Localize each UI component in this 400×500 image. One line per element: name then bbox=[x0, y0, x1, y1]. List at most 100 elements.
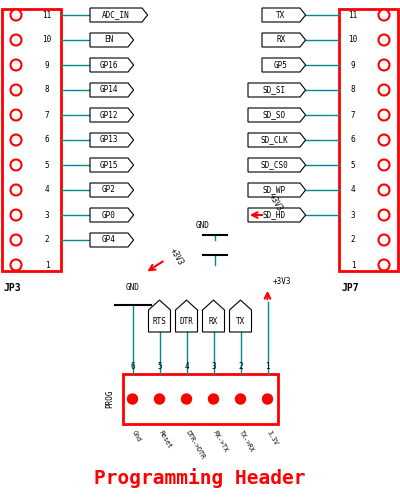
Circle shape bbox=[378, 134, 390, 145]
Circle shape bbox=[208, 394, 218, 404]
Polygon shape bbox=[248, 108, 306, 122]
Circle shape bbox=[378, 10, 390, 20]
Circle shape bbox=[262, 394, 272, 404]
Text: DTR: DTR bbox=[180, 316, 194, 326]
Text: RX: RX bbox=[209, 316, 218, 326]
Polygon shape bbox=[90, 158, 134, 172]
Bar bbox=[122, 374, 278, 424]
Circle shape bbox=[378, 210, 390, 220]
Circle shape bbox=[10, 110, 22, 120]
Text: 1: 1 bbox=[265, 362, 270, 371]
Text: RTS: RTS bbox=[152, 316, 166, 326]
Text: TX->RX: TX->RX bbox=[238, 429, 256, 453]
Text: 10: 10 bbox=[42, 36, 52, 44]
Circle shape bbox=[10, 160, 22, 170]
Text: 4: 4 bbox=[184, 362, 189, 371]
Polygon shape bbox=[90, 233, 134, 247]
Text: +3V3: +3V3 bbox=[267, 192, 284, 214]
Text: 5: 5 bbox=[157, 362, 162, 371]
Polygon shape bbox=[230, 300, 252, 332]
Polygon shape bbox=[90, 33, 134, 47]
Text: Reset: Reset bbox=[157, 429, 172, 450]
Text: 2: 2 bbox=[238, 362, 243, 371]
Circle shape bbox=[378, 60, 390, 70]
Text: JP3: JP3 bbox=[4, 283, 22, 293]
Polygon shape bbox=[248, 133, 306, 147]
Text: ADC_IN: ADC_IN bbox=[102, 10, 130, 20]
Text: GP12: GP12 bbox=[100, 110, 118, 120]
Polygon shape bbox=[202, 300, 224, 332]
Circle shape bbox=[128, 394, 138, 404]
Circle shape bbox=[378, 110, 390, 120]
Circle shape bbox=[378, 234, 390, 246]
Text: SD_SI: SD_SI bbox=[262, 86, 286, 94]
Text: SD_CLK: SD_CLK bbox=[260, 136, 288, 144]
Circle shape bbox=[10, 60, 22, 70]
Text: TX: TX bbox=[236, 316, 245, 326]
Text: JP7: JP7 bbox=[341, 283, 359, 293]
Circle shape bbox=[10, 10, 22, 20]
Polygon shape bbox=[90, 8, 148, 22]
Polygon shape bbox=[262, 8, 306, 22]
Text: 3.3V: 3.3V bbox=[265, 429, 278, 446]
Text: 6: 6 bbox=[45, 136, 49, 144]
Text: GP15: GP15 bbox=[100, 160, 118, 170]
Text: 6: 6 bbox=[130, 362, 135, 371]
Text: 11: 11 bbox=[348, 10, 358, 20]
Text: 5: 5 bbox=[45, 160, 49, 170]
Polygon shape bbox=[90, 58, 134, 72]
Circle shape bbox=[10, 184, 22, 196]
Text: DTR->DTR: DTR->DTR bbox=[184, 429, 206, 460]
Text: 9: 9 bbox=[351, 60, 355, 70]
Polygon shape bbox=[262, 58, 306, 72]
Polygon shape bbox=[248, 208, 306, 222]
Circle shape bbox=[10, 210, 22, 220]
Text: SD_HD: SD_HD bbox=[262, 210, 286, 220]
Text: +3V3: +3V3 bbox=[272, 278, 291, 286]
Text: 3: 3 bbox=[351, 210, 355, 220]
Circle shape bbox=[378, 184, 390, 196]
Text: GP0: GP0 bbox=[102, 210, 116, 220]
Circle shape bbox=[378, 260, 390, 270]
Text: +3V3: +3V3 bbox=[168, 246, 185, 268]
Text: 1: 1 bbox=[351, 260, 355, 270]
Text: GP13: GP13 bbox=[100, 136, 118, 144]
Text: 6: 6 bbox=[351, 136, 355, 144]
Circle shape bbox=[10, 260, 22, 270]
Text: 8: 8 bbox=[45, 86, 49, 94]
Circle shape bbox=[378, 160, 390, 170]
Text: TX: TX bbox=[276, 10, 286, 20]
Text: GP16: GP16 bbox=[100, 60, 118, 70]
Text: 5: 5 bbox=[351, 160, 355, 170]
Text: GP14: GP14 bbox=[100, 86, 118, 94]
Polygon shape bbox=[90, 208, 134, 222]
Text: SD_WP: SD_WP bbox=[262, 186, 286, 194]
Text: GND: GND bbox=[126, 283, 140, 292]
Polygon shape bbox=[148, 300, 170, 332]
Text: RX->TX: RX->TX bbox=[211, 429, 228, 453]
Polygon shape bbox=[90, 133, 134, 147]
Text: Programming Header: Programming Header bbox=[94, 468, 306, 488]
Text: 10: 10 bbox=[348, 36, 358, 44]
Text: 7: 7 bbox=[45, 110, 49, 120]
Circle shape bbox=[10, 234, 22, 246]
Polygon shape bbox=[90, 83, 134, 97]
Text: GP5: GP5 bbox=[274, 60, 288, 70]
Text: 11: 11 bbox=[42, 10, 52, 20]
Polygon shape bbox=[262, 33, 306, 47]
Text: 3: 3 bbox=[45, 210, 49, 220]
Text: Gnd: Gnd bbox=[130, 429, 142, 442]
Polygon shape bbox=[90, 108, 134, 122]
Text: 8: 8 bbox=[351, 86, 355, 94]
Bar bbox=[2, 9, 61, 271]
Text: SD_SO: SD_SO bbox=[262, 110, 286, 120]
Text: 9: 9 bbox=[45, 60, 49, 70]
Circle shape bbox=[154, 394, 164, 404]
Circle shape bbox=[378, 34, 390, 46]
Circle shape bbox=[236, 394, 246, 404]
Circle shape bbox=[10, 134, 22, 145]
Circle shape bbox=[378, 84, 390, 96]
Polygon shape bbox=[90, 183, 134, 197]
Text: GP4: GP4 bbox=[102, 236, 116, 244]
Text: 4: 4 bbox=[351, 186, 355, 194]
